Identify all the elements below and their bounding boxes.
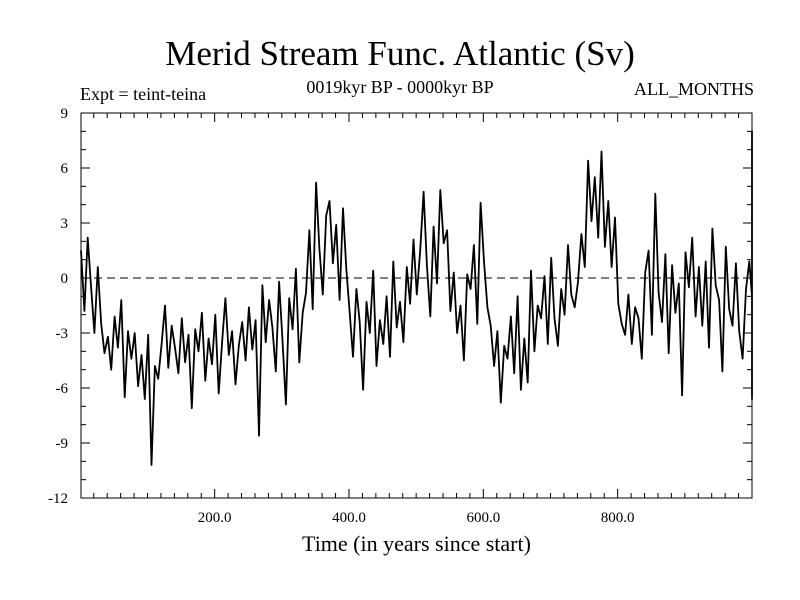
chart-title: Merid Stream Func. Atlantic (Sv) xyxy=(165,34,635,73)
time-range-label: 0019kyr BP - 0000kyr BP xyxy=(306,77,494,97)
x-tick-label: 600.0 xyxy=(466,510,500,526)
x-tick-label: 800.0 xyxy=(601,510,635,526)
x-tick-label: 200.0 xyxy=(198,510,232,526)
y-tick-label: 9 xyxy=(61,106,69,122)
months-label: ALL_MONTHS xyxy=(634,79,754,99)
y-tick-label: 3 xyxy=(61,216,69,232)
y-tick-label: -12 xyxy=(48,491,68,507)
y-tick-label: 6 xyxy=(61,161,69,177)
series-line xyxy=(80,130,753,466)
y-tick-label: -6 xyxy=(56,381,69,397)
y-axis-tick-labels: -12 -9 -6 -3 0 3 6 9 xyxy=(48,106,69,507)
y-tick-label: -9 xyxy=(56,436,69,452)
x-axis-ticks xyxy=(93,113,740,498)
y-tick-label: 0 xyxy=(61,271,69,287)
y-tick-label: -3 xyxy=(56,326,69,342)
x-tick-label: 400.0 xyxy=(332,510,366,526)
experiment-label: Expt = teint-teina xyxy=(80,84,207,104)
x-axis-tick-labels: 200.0 400.0 600.0 800.0 xyxy=(198,510,635,526)
x-axis-label: Time (in years since start) xyxy=(302,531,531,556)
